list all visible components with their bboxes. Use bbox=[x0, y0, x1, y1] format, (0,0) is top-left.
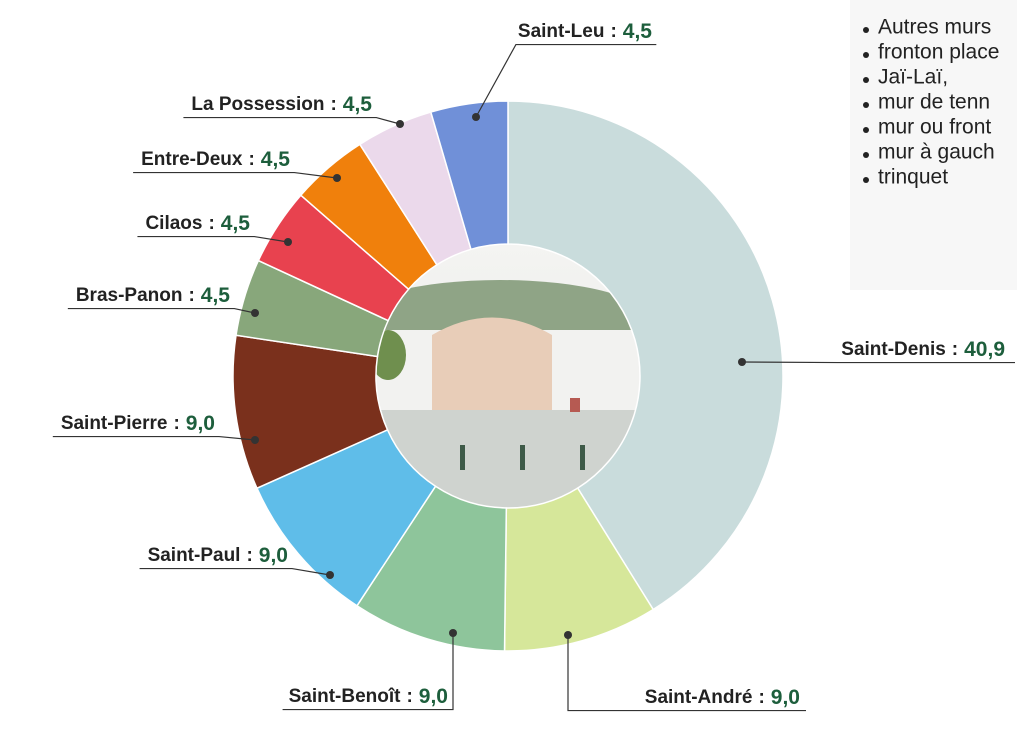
leader-line bbox=[133, 171, 338, 179]
slice-label: Saint-Leu:4,5 bbox=[518, 20, 652, 43]
notes-panel bbox=[850, 0, 1017, 290]
leader-line bbox=[67, 307, 256, 314]
slice-label: Saint-Denis:40,9 bbox=[841, 338, 1005, 361]
leader-dot bbox=[284, 238, 292, 246]
leader-dot bbox=[564, 631, 572, 639]
note-bullet bbox=[863, 52, 869, 58]
slice-label: Bras-Panon:4,5 bbox=[76, 284, 230, 307]
slice-name: Saint-André bbox=[645, 687, 753, 708]
slice-name: Saint-Leu bbox=[518, 21, 605, 42]
slice-value: 4,5 bbox=[343, 93, 373, 116]
note-item: fronton place bbox=[878, 41, 999, 64]
slice-label: Entre-Deux:4,5 bbox=[141, 148, 290, 171]
note-bullet bbox=[863, 152, 869, 158]
leader-dot bbox=[326, 571, 334, 579]
label-separator: : bbox=[173, 413, 179, 434]
leader-dot bbox=[396, 120, 404, 128]
slice-value: 4,5 bbox=[623, 20, 653, 43]
note-item: Jaï-Laï, bbox=[878, 66, 948, 89]
slice-label: Saint-Benoît:9,0 bbox=[289, 685, 448, 708]
slice-value: 40,9 bbox=[964, 338, 1005, 361]
slice-label: Saint-Pierre:9,0 bbox=[61, 412, 215, 435]
note-item: trinquet bbox=[878, 166, 948, 189]
slice-value: 9,0 bbox=[186, 412, 215, 435]
slice-value: 9,0 bbox=[259, 544, 288, 567]
slice-label: Cilaos:4,5 bbox=[145, 212, 250, 235]
leader-line bbox=[475, 43, 657, 118]
slice-name: Saint-Denis bbox=[841, 339, 946, 360]
note-item: mur de tenn bbox=[878, 91, 990, 114]
note-bullet bbox=[863, 102, 869, 108]
slice-name: Saint-Pierre bbox=[61, 413, 168, 434]
slice-value: 4,5 bbox=[261, 148, 291, 171]
slice-value: 4,5 bbox=[221, 212, 251, 235]
leader-line bbox=[282, 633, 454, 711]
slice-label: Saint-Paul:9,0 bbox=[148, 544, 288, 567]
label-separator: : bbox=[248, 149, 254, 170]
note-bullet bbox=[863, 177, 869, 183]
slice-name: Saint-Benoît bbox=[289, 686, 402, 707]
leader-line bbox=[567, 635, 806, 712]
leader-dot bbox=[472, 113, 480, 121]
leader-dot bbox=[738, 358, 746, 366]
note-bullet bbox=[863, 27, 869, 33]
label-separator: : bbox=[208, 213, 214, 234]
leader-dot bbox=[333, 174, 341, 182]
donut-slice bbox=[507, 100, 784, 611]
leader-dot bbox=[251, 436, 259, 444]
label-separator: : bbox=[610, 21, 616, 42]
leader-line bbox=[741, 361, 1015, 364]
center-photo bbox=[376, 244, 640, 508]
note-bullet bbox=[863, 127, 869, 133]
note-item: mur ou front bbox=[878, 116, 991, 139]
slice-label: Saint-André:9,0 bbox=[645, 686, 800, 709]
slice-name: Cilaos bbox=[145, 213, 202, 234]
slice-value: 9,0 bbox=[419, 685, 448, 708]
note-bullet bbox=[863, 77, 869, 83]
slice-value: 4,5 bbox=[201, 284, 231, 307]
label-separator: : bbox=[330, 94, 336, 115]
note-item: mur à gauch bbox=[878, 141, 995, 164]
label-separator: : bbox=[188, 285, 194, 306]
donut-slice bbox=[429, 100, 509, 251]
label-separator: : bbox=[406, 686, 412, 707]
label-separator: : bbox=[758, 687, 764, 708]
leader-line bbox=[183, 116, 401, 125]
leader-dot bbox=[449, 629, 457, 637]
label-separator: : bbox=[246, 545, 252, 566]
slice-name: Entre-Deux bbox=[141, 149, 243, 170]
leader-line bbox=[139, 567, 331, 576]
slice-label: La Possession:4,5 bbox=[191, 93, 372, 116]
leader-line bbox=[52, 435, 256, 441]
slice-name: La Possession bbox=[191, 94, 324, 115]
leader-dot bbox=[251, 309, 259, 317]
slice-name: Saint-Paul bbox=[148, 545, 241, 566]
note-item: Autres murs bbox=[878, 16, 991, 39]
slice-name: Bras-Panon bbox=[76, 285, 183, 306]
slice-value: 9,0 bbox=[771, 686, 800, 709]
label-separator: : bbox=[952, 339, 958, 360]
leader-line bbox=[137, 235, 289, 243]
